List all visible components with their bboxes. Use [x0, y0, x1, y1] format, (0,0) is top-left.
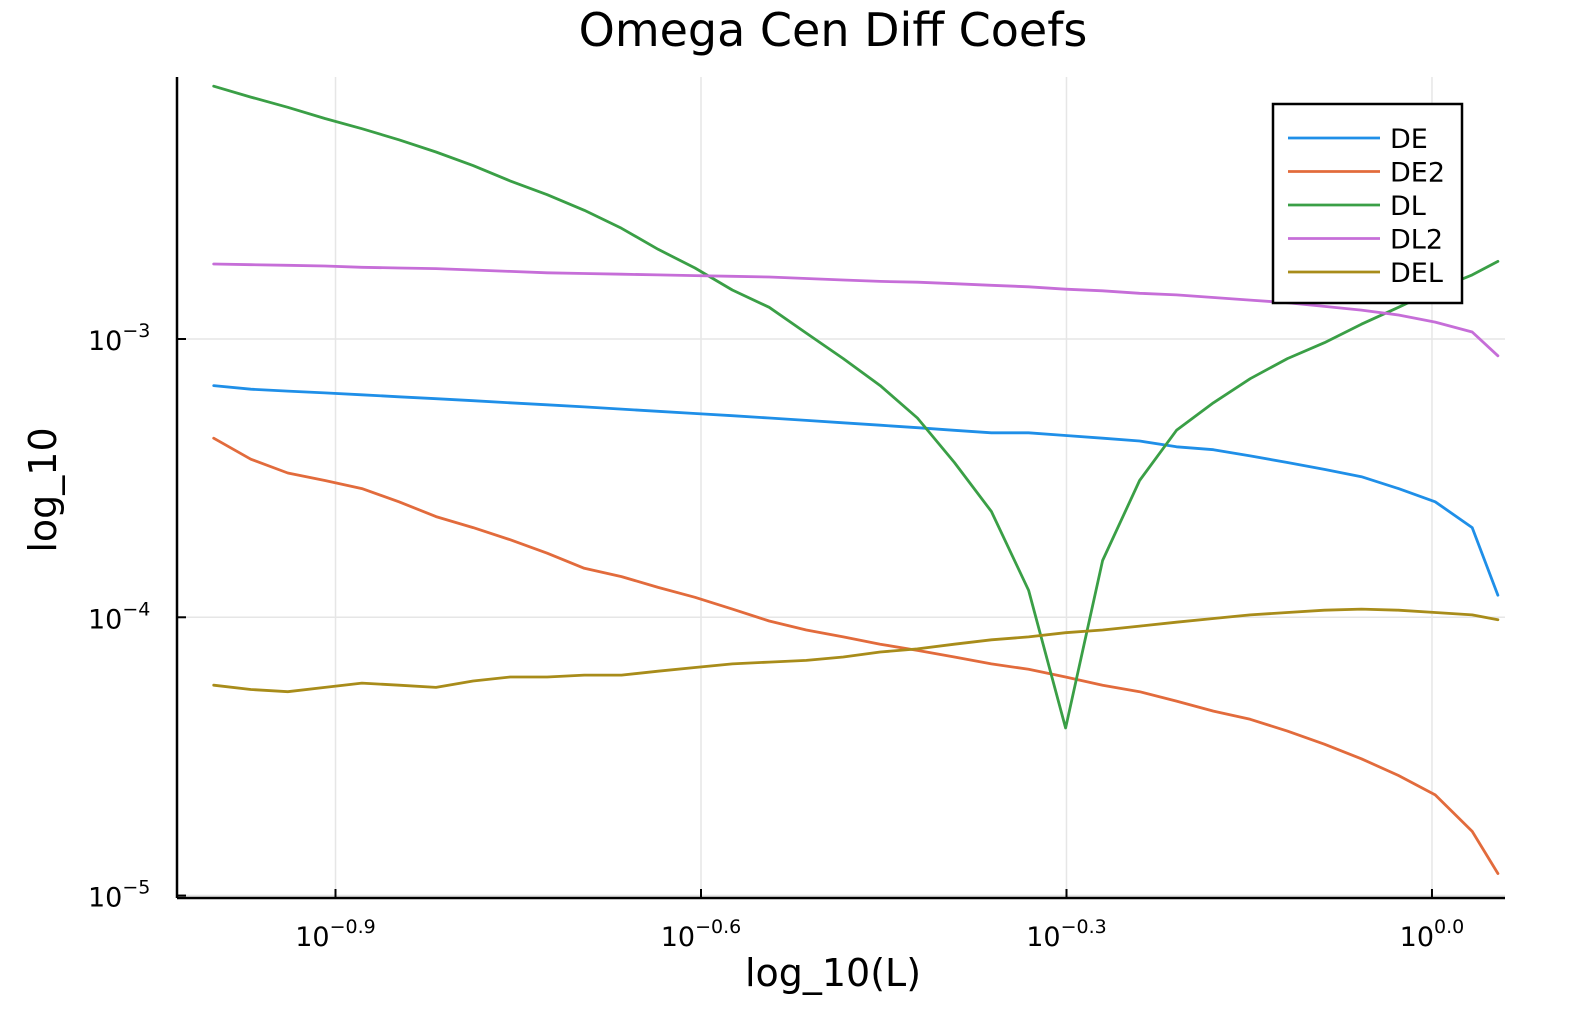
y-tick-label: 10−3 — [88, 320, 150, 357]
series-line-de — [212, 384, 1500, 597]
x-tick-label: 10−0.9 — [295, 916, 376, 953]
legend-label: DE2 — [1390, 158, 1445, 189]
chart-title: Omega Cen Diff Coefs — [579, 3, 1088, 57]
legend-label: DE — [1390, 124, 1428, 155]
ticks: 10−0.9 10−0.6 10−0.3 100.0 10−5 10−4 10−3 — [88, 320, 1464, 953]
axes — [175, 77, 1505, 900]
y-tick-label: 10−5 — [88, 877, 150, 914]
series-line-dl — [212, 84, 1500, 730]
x-tick-label: 10−0.3 — [1026, 916, 1107, 953]
legend-label: DL2 — [1390, 225, 1443, 256]
series-line-de2 — [212, 436, 1500, 875]
legend-label: DL — [1390, 191, 1426, 222]
series-line-del — [212, 607, 1500, 694]
legend-label: DEL — [1390, 258, 1443, 289]
x-axis-label: log_10(L) — [745, 951, 921, 995]
y-tick-label: 10−4 — [88, 598, 150, 635]
x-tick-label: 100.0 — [1400, 916, 1465, 953]
y-axis-label: log_10 — [21, 427, 65, 552]
x-tick-label: 10−0.6 — [661, 916, 742, 953]
